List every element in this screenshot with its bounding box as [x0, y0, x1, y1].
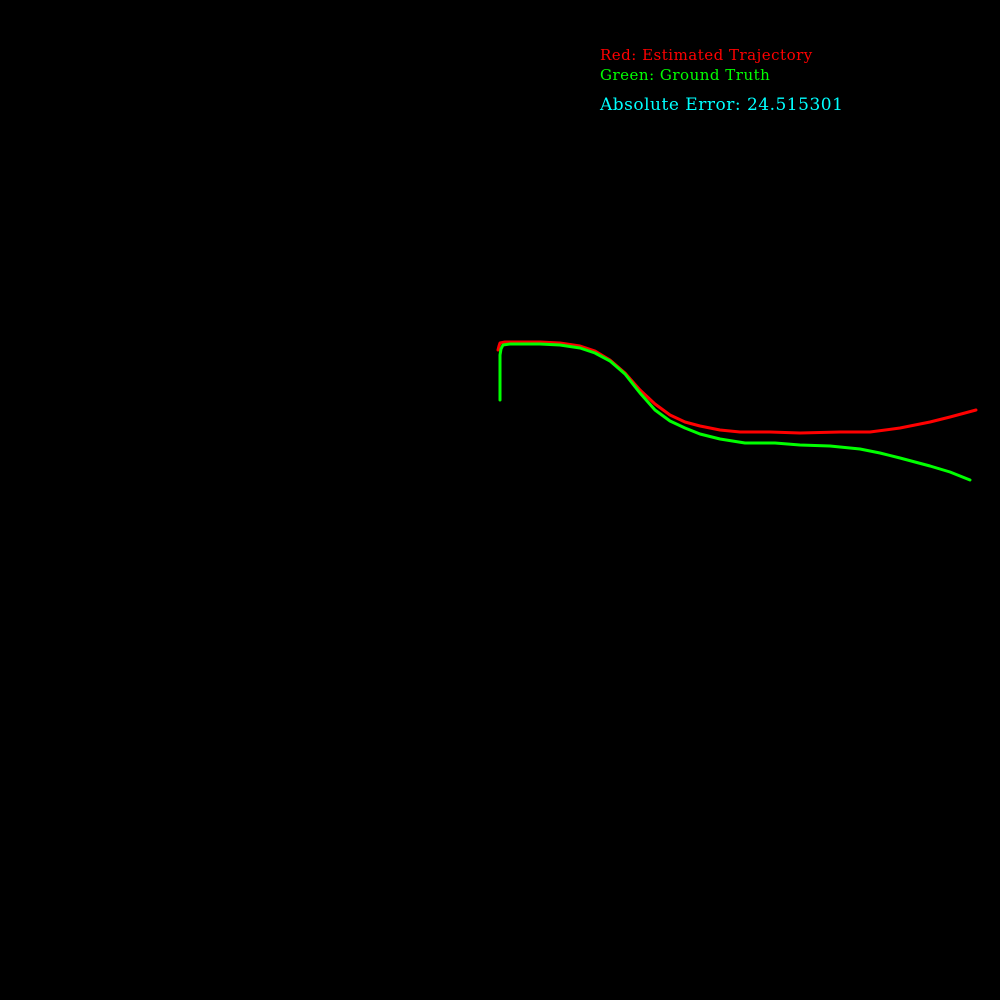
- estimated-trajectory-line: [496, 340, 978, 435]
- absolute-error-label: Absolute Error: 24.515301: [600, 95, 844, 115]
- legend-ground-truth: Green: Ground Truth: [600, 66, 771, 84]
- ground-truth-line: [498, 342, 972, 482]
- legend-estimated-trajectory: Red: Estimated Trajectory: [600, 46, 813, 64]
